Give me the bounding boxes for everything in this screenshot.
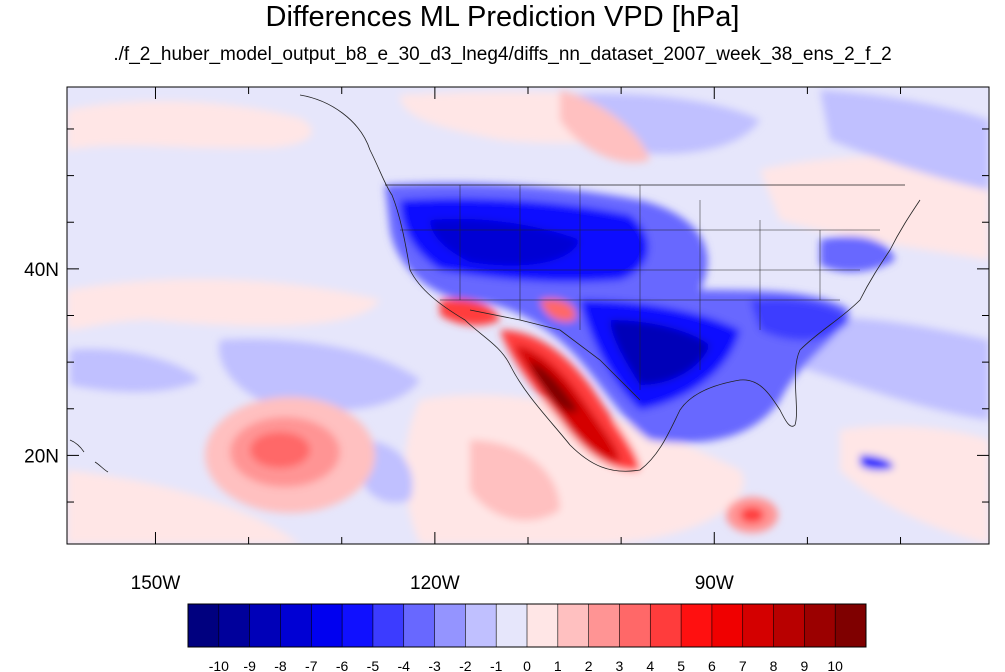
field-patch: [470, 440, 560, 521]
field-patch: [430, 218, 580, 266]
lat-label-40n: 40N: [24, 260, 59, 281]
colorbar-label: 10: [827, 658, 843, 672]
colorbar-label: 8: [770, 658, 778, 672]
lon-label-90w: 90W: [695, 573, 734, 594]
colorbar-label: 2: [585, 658, 593, 672]
colorbar-label: -1: [490, 658, 503, 672]
state-borders: [400, 229, 880, 301]
axis-ticks: [67, 87, 989, 544]
colorbar-swatch: [311, 604, 343, 647]
colorbar-swatch: [835, 604, 867, 647]
map-subtitle: ./f_2_huber_model_output_b8_e_30_d3_lneg…: [113, 44, 892, 65]
field-patch: [820, 236, 895, 272]
colorbar-swatch: [711, 604, 744, 647]
colorbar-swatch: [804, 604, 836, 647]
field-patch: [67, 470, 300, 544]
colorbar-label: 3: [616, 658, 624, 672]
colorbar-label: -6: [336, 658, 349, 672]
colorbar-swatch: [742, 604, 774, 647]
colorbar-label: -8: [274, 658, 287, 672]
colorbar-swatch: [588, 604, 620, 647]
colorbar-label: 6: [708, 658, 716, 672]
colorbar-label: -3: [428, 658, 441, 672]
colorbar-label: -7: [305, 658, 318, 672]
field-patch: [70, 349, 200, 392]
colorbar: -10 -9 -8 -7 -6 -5 -4 -3 -2 -1 0 1 2 3 4 5 6 7 8 9 10: [187, 603, 867, 672]
colorbar-swatch: [465, 604, 497, 647]
field-patch: [560, 90, 650, 163]
difference-field: [67, 90, 989, 544]
lat-label-20n: 20N: [24, 446, 59, 467]
field-patch: [820, 90, 989, 190]
colorbar-label: -5: [367, 658, 380, 672]
colorbar-swatch: [188, 604, 220, 647]
colorbar-swatch: [280, 604, 312, 647]
field-patch: [440, 298, 500, 326]
state-borders: [459, 185, 821, 390]
colorbar-swatch: [773, 604, 805, 647]
field-patch: [860, 455, 894, 471]
colorbar-label: 1: [554, 658, 562, 672]
lon-label-120w: 120W: [410, 573, 460, 594]
colorbar-swatch: [342, 604, 374, 647]
colorbar-label: 0: [523, 658, 531, 672]
colorbar-swatch: [372, 604, 405, 647]
field-patch: [219, 339, 420, 411]
coastlines: [69, 94, 921, 473]
field-patch: [840, 425, 989, 544]
colorbar-swatch: [249, 604, 281, 647]
field-patch: [530, 360, 578, 413]
field-patch: [760, 150, 989, 260]
colorbar-swatch: [218, 604, 251, 647]
field-patch: [67, 101, 312, 150]
colorbar-swatch: [403, 604, 435, 647]
colorbar-swatch: [527, 604, 559, 647]
colorbar-swatch: [557, 604, 590, 647]
field-patch: [780, 317, 989, 420]
hawaii-coastline: [69, 439, 109, 473]
field-patch: [540, 298, 576, 322]
colorbar-label: 7: [739, 658, 747, 672]
colorbar-swatch: [681, 604, 713, 647]
map-panel: [67, 87, 989, 544]
field-patch: [250, 432, 310, 468]
colorbar-label: -9: [243, 658, 256, 672]
colorbar-label: 5: [677, 658, 685, 672]
colorbar-swatch: [434, 604, 466, 647]
field-patch: [67, 279, 380, 330]
colorbar-label: 4: [646, 658, 654, 672]
colorbar-label: -2: [459, 658, 472, 672]
border-us-mexico: [469, 309, 641, 401]
colorbar-label: -10: [209, 658, 229, 672]
colorbar-label: -4: [398, 658, 411, 672]
colorbar-swatch: [650, 604, 682, 647]
field-patch: [750, 298, 850, 341]
map-title: Differences ML Prediction VPD [hPa]: [265, 1, 740, 33]
field-patch: [610, 320, 710, 385]
colorbar-swatch: [619, 604, 651, 647]
lon-label-150w: 150W: [131, 573, 181, 594]
colorbar-swatch: [496, 604, 528, 647]
field-patch: [740, 507, 764, 523]
colorbar-label: 9: [800, 658, 808, 672]
coastline: [299, 94, 921, 472]
